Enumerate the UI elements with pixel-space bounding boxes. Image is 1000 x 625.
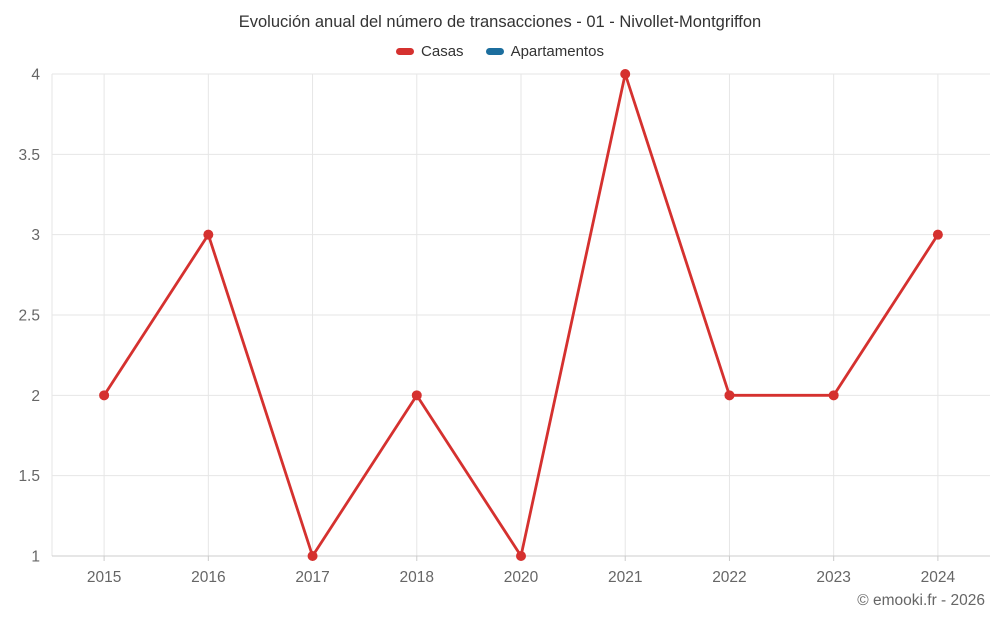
data-point-casas[interactable] <box>516 551 526 561</box>
x-axis-tick-label: 2020 <box>504 569 539 586</box>
data-point-casas[interactable] <box>203 229 214 240</box>
x-axis-tick-label: 2017 <box>295 569 329 586</box>
legend-swatch-icon <box>396 48 415 55</box>
data-point-casas[interactable] <box>620 69 631 79</box>
data-point-casas[interactable] <box>932 229 943 240</box>
legend-label: Casas <box>421 43 464 60</box>
data-point-casas[interactable] <box>99 390 110 401</box>
legend-item-apartamentos[interactable]: Apartamentos <box>485 43 604 60</box>
chart-title: Evolución anual del número de transaccio… <box>238 13 762 31</box>
y-axis-tick-label: 1 <box>31 549 40 566</box>
y-axis-tick-label: 2 <box>31 388 40 405</box>
legend-label: Apartamentos <box>510 43 604 60</box>
data-point-casas[interactable] <box>411 390 422 401</box>
x-axis-tick-label: 2021 <box>608 569 642 586</box>
x-axis-tick-label: 2016 <box>191 569 225 586</box>
legend-item-casas[interactable]: Casas <box>396 43 464 60</box>
y-axis-tick-label: 3.5 <box>18 147 40 164</box>
x-axis-tick-label: 2022 <box>712 569 746 586</box>
data-point-casas[interactable] <box>724 390 735 401</box>
y-axis-tick-label: 1.5 <box>18 468 40 485</box>
data-point-casas[interactable] <box>307 551 318 561</box>
x-axis-tick-label: 2018 <box>400 569 434 586</box>
x-axis-tick-label: 2024 <box>921 569 956 586</box>
legend-swatch-icon <box>485 48 504 55</box>
y-axis-tick-label: 2.5 <box>18 308 40 325</box>
x-axis-tick-label: 2023 <box>816 569 850 586</box>
y-axis-tick-label: 3 <box>31 227 40 244</box>
y-axis-tick-label: 4 <box>31 67 40 84</box>
footer-credit: © emooki.fr - 2026 <box>857 592 985 609</box>
legend: Casas Apartamentos <box>0 43 1000 60</box>
x-axis-tick-label: 2015 <box>87 569 121 586</box>
data-point-casas[interactable] <box>828 390 839 401</box>
